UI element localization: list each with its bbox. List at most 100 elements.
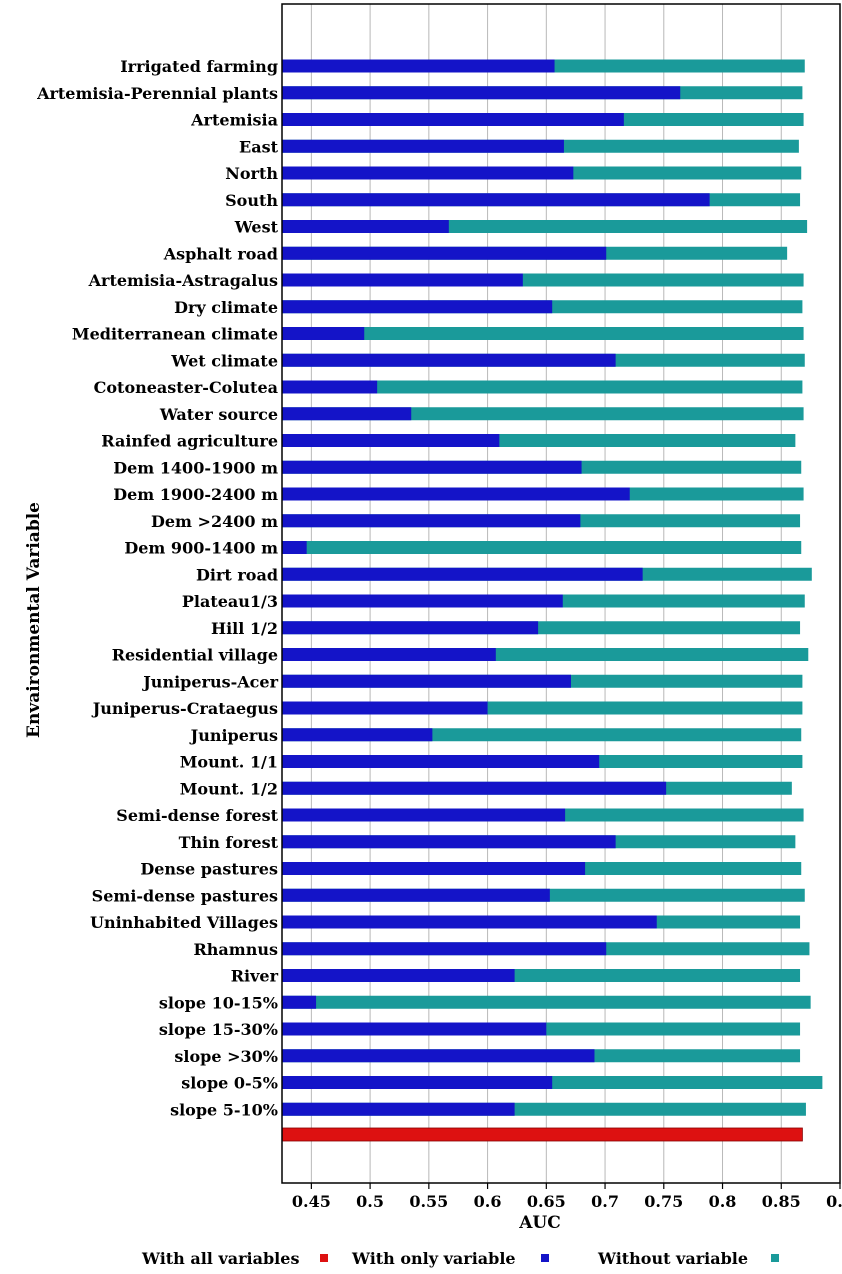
bar-with-only-variable bbox=[282, 166, 574, 180]
legend-label: Without variable bbox=[597, 1249, 748, 1268]
bar-with-only-variable bbox=[282, 995, 317, 1009]
x-tick-label: 0.65 bbox=[527, 1192, 566, 1211]
category-label: Juniperus-Acer bbox=[141, 672, 278, 691]
category-label: Thin forest bbox=[179, 833, 279, 852]
bar-with-only-variable bbox=[282, 246, 607, 260]
bar-with-only-variable bbox=[282, 621, 539, 635]
x-tick-label: 0.85 bbox=[762, 1192, 801, 1211]
bar-with-only-variable bbox=[282, 327, 365, 340]
bar-with-only-variable bbox=[282, 86, 681, 100]
bar-with-only-variable bbox=[282, 434, 500, 447]
legend-swatch bbox=[320, 1254, 328, 1262]
x-tick-label: 0.9 bbox=[826, 1192, 842, 1211]
bar-with-only-variable bbox=[282, 808, 566, 822]
bar-with-only-variable bbox=[282, 380, 378, 394]
x-tick-label: 0.8 bbox=[709, 1192, 737, 1211]
bar-with-only-variable bbox=[282, 888, 550, 902]
category-label: Wet climate bbox=[170, 351, 278, 370]
bar-with-only-variable bbox=[282, 407, 412, 421]
category-label: East bbox=[239, 137, 279, 156]
bar-with-only-variable bbox=[282, 139, 564, 153]
bar-with-only-variable bbox=[282, 674, 571, 688]
bar-with-only-variable bbox=[282, 353, 616, 367]
x-tick-label: 0.6 bbox=[474, 1192, 502, 1211]
x-tick-label: 0.55 bbox=[409, 1192, 448, 1211]
category-label: slope 15-30% bbox=[159, 1020, 278, 1039]
bar-with-only-variable bbox=[282, 1049, 595, 1063]
category-label: Juniperus-Crataegus bbox=[91, 699, 278, 718]
x-tick-label: 0.7 bbox=[591, 1192, 619, 1211]
legend-swatch bbox=[541, 1254, 549, 1262]
bar-with-only-variable bbox=[282, 567, 643, 581]
category-label: Water source bbox=[159, 405, 278, 424]
bar-with-only-variable bbox=[282, 460, 582, 474]
bar-with-only-variable bbox=[282, 193, 710, 207]
y-axis-title: Envaironmental Variable bbox=[24, 502, 44, 738]
x-tick-label: 0.75 bbox=[644, 1192, 683, 1211]
category-label: slope 0-5% bbox=[181, 1074, 278, 1093]
bar-without-variable bbox=[282, 995, 811, 1009]
category-label: Mount. 1/1 bbox=[180, 753, 278, 772]
category-label: Dem >2400 m bbox=[151, 512, 278, 531]
category-label: Mount. 1/2 bbox=[180, 779, 278, 798]
category-label: Dirt road bbox=[196, 565, 278, 584]
legend-label: With all variables bbox=[141, 1249, 299, 1268]
bar-with-only-variable bbox=[282, 220, 449, 233]
category-label: Artemisia-Astragalus bbox=[88, 271, 278, 290]
bar-without-variable bbox=[282, 407, 804, 421]
category-label: River bbox=[231, 967, 279, 986]
category-label: Dry climate bbox=[174, 298, 278, 317]
bar-with-only-variable bbox=[282, 1102, 515, 1116]
x-tick-label: 0.45 bbox=[292, 1192, 331, 1211]
category-label: Residential village bbox=[112, 646, 278, 665]
bars bbox=[282, 59, 823, 1116]
category-label: Semi-dense pastures bbox=[92, 886, 278, 905]
bar-with-only-variable bbox=[282, 59, 555, 73]
bar-with-only-variable bbox=[282, 862, 586, 875]
bar-with-only-variable bbox=[282, 755, 600, 768]
bar-with-only-variable bbox=[282, 1022, 547, 1036]
x-axis-title: AUC bbox=[518, 1213, 561, 1233]
bar-with-only-variable bbox=[282, 701, 488, 715]
bar-with-only-variable bbox=[282, 594, 563, 608]
category-label: Irrigated farming bbox=[120, 57, 278, 76]
all-variables-bar-group bbox=[281, 1127, 803, 1142]
category-label: slope 10-15% bbox=[159, 993, 278, 1012]
category-label: Cotoneaster-Colutea bbox=[94, 378, 278, 397]
bar-without-variable bbox=[282, 541, 802, 554]
category-label: West bbox=[234, 218, 279, 237]
bar-with-all-variables bbox=[281, 1127, 803, 1142]
bar-with-only-variable bbox=[282, 487, 630, 501]
bar-with-only-variable bbox=[282, 1076, 553, 1089]
legend-swatch bbox=[771, 1254, 779, 1262]
bar-with-only-variable bbox=[282, 915, 657, 929]
category-label: Hill 1/2 bbox=[211, 619, 278, 638]
bar-with-only-variable bbox=[282, 113, 624, 126]
category-label: Asphalt road bbox=[163, 244, 278, 263]
x-tick-labels: 0.45 0.5 0.55 0.6 0.65 0.7 0.75 0.8 0.85 0.9 bbox=[292, 1183, 842, 1211]
category-label: slope 5-10% bbox=[170, 1100, 278, 1119]
category-label: Rainfed agriculture bbox=[101, 432, 278, 451]
bar-with-only-variable bbox=[282, 273, 523, 287]
bar-with-only-variable bbox=[282, 541, 307, 554]
category-label: Artemisia-Perennial plants bbox=[36, 84, 278, 103]
category-label: Mediterranean climate bbox=[72, 325, 278, 344]
bar-without-variable bbox=[282, 327, 804, 340]
category-label: Artemisia bbox=[190, 111, 278, 130]
category-label: Rhamnus bbox=[194, 940, 279, 959]
category-label: North bbox=[225, 164, 278, 183]
bar-with-only-variable bbox=[282, 835, 616, 849]
bar-with-only-variable bbox=[282, 648, 496, 661]
category-label: Juniperus bbox=[189, 726, 278, 745]
category-label: slope >30% bbox=[174, 1047, 278, 1066]
category-label: Uninhabited Villages bbox=[90, 913, 278, 932]
category-label: Dense pastures bbox=[140, 860, 278, 879]
bar-with-only-variable bbox=[282, 728, 433, 742]
category-label: South bbox=[225, 191, 278, 210]
category-label: Dem 1400-1900 m bbox=[113, 458, 278, 477]
legend-label: With only variable bbox=[351, 1249, 516, 1268]
category-labels: Irrigated farming Artemisia-Perennial pla… bbox=[36, 57, 279, 1119]
category-label: Dem 900-1400 m bbox=[124, 539, 278, 558]
bar-with-only-variable bbox=[282, 969, 515, 982]
